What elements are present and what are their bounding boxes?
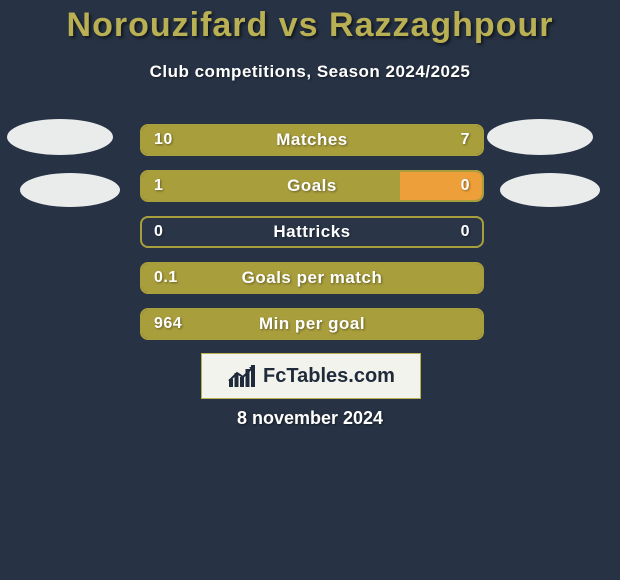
stat-label: Hattricks: [142, 218, 482, 246]
date-text: 8 november 2024: [0, 408, 620, 429]
stat-value-left: 10: [154, 126, 173, 154]
stat-value-left: 0: [154, 218, 163, 246]
stat-label: Goals: [142, 172, 482, 200]
stat-bar: Hattricks0 0: [140, 216, 484, 248]
bars-icon: [227, 363, 257, 389]
subtitle: Club competitions, Season 2024/2025: [0, 62, 620, 82]
stat-value-left: 1: [154, 172, 163, 200]
avatar-right-1: [500, 173, 600, 207]
stat-bar: Goals1 0: [140, 170, 484, 202]
stat-bar: Matches10 7: [140, 124, 484, 156]
avatar-right-0: [487, 119, 593, 155]
stat-label: Min per goal: [142, 310, 482, 338]
stat-bar: Goals per match0.1: [140, 262, 484, 294]
page-title: Norouzifard vs Razzaghpour: [0, 6, 620, 45]
avatar-left-1: [20, 173, 120, 207]
stat-label: Matches: [142, 126, 482, 154]
stat-value-left: 964: [154, 310, 182, 338]
avatar-left-0: [7, 119, 113, 155]
brand-logo: FcTables.com: [201, 353, 421, 399]
stat-value-left: 0.1: [154, 264, 178, 292]
stat-value-right: 7: [461, 126, 470, 154]
stat-label: Goals per match: [142, 264, 482, 292]
stat-value-right: 0: [461, 218, 470, 246]
stat-bar: Min per goal964: [140, 308, 484, 340]
brand-logo-text: FcTables.com: [263, 365, 395, 388]
stat-value-right: 0: [461, 172, 470, 200]
